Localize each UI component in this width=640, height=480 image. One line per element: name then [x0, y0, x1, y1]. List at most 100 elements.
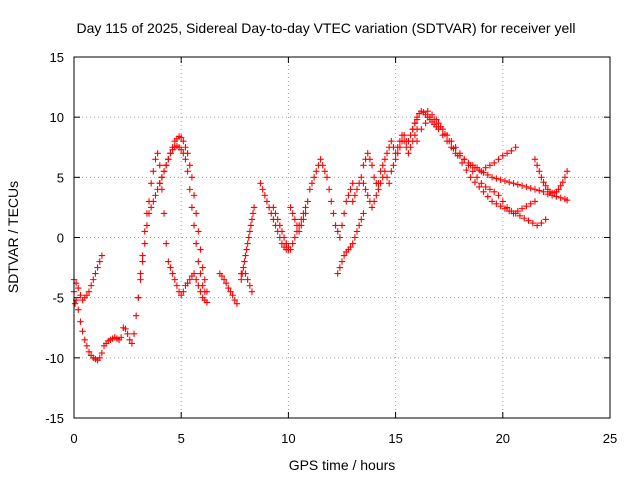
data-point — [304, 198, 311, 205]
data-point — [171, 276, 178, 283]
data-point — [137, 276, 144, 283]
x-tick-label: 0 — [70, 431, 77, 446]
data-point — [289, 240, 296, 247]
data-point — [77, 318, 84, 325]
data-point — [135, 294, 142, 301]
data-point — [488, 174, 496, 181]
data-point — [98, 349, 106, 357]
data-point — [413, 113, 421, 121]
data-point — [263, 198, 271, 205]
data-point — [525, 217, 532, 224]
data-point — [360, 180, 367, 187]
data-point — [531, 186, 539, 193]
data-point — [218, 272, 226, 280]
data-point — [563, 168, 571, 175]
data-point — [377, 180, 384, 187]
data-point — [261, 192, 269, 199]
data-point — [283, 240, 290, 247]
data-point — [147, 180, 155, 187]
data-point — [124, 330, 131, 337]
data-point — [160, 168, 168, 175]
data-point — [248, 288, 256, 295]
data-point — [150, 168, 157, 175]
data-point — [137, 270, 144, 277]
data-point — [141, 240, 148, 247]
data-point — [227, 288, 234, 295]
data-point — [276, 222, 284, 229]
data-point — [471, 178, 479, 186]
data-point — [229, 292, 236, 299]
x-tick-label: 5 — [178, 431, 185, 446]
data-point — [360, 162, 367, 169]
data-point — [510, 210, 517, 217]
data-point — [180, 138, 187, 145]
data-point — [98, 252, 106, 259]
data-point — [482, 183, 489, 191]
data-point — [390, 162, 397, 169]
data-point — [533, 162, 541, 169]
data-point — [190, 192, 198, 199]
data-point — [407, 144, 414, 151]
data-point — [458, 159, 466, 167]
data-point — [351, 192, 359, 199]
data-point — [278, 228, 286, 235]
data-point — [493, 200, 500, 208]
data-point — [287, 204, 294, 211]
data-point — [248, 216, 256, 223]
y-tick-label: 10 — [50, 110, 64, 125]
data-point — [484, 171, 491, 179]
data-point — [518, 205, 526, 212]
data-point — [433, 116, 440, 123]
data-point — [325, 186, 333, 193]
data-point — [199, 264, 206, 271]
data-point — [317, 156, 324, 163]
data-point — [244, 276, 251, 283]
data-point — [83, 342, 91, 349]
data-point — [381, 168, 389, 175]
data-point — [338, 222, 346, 229]
chart-title: Day 115 of 2025, Sidereal Day-to-day VTE… — [76, 20, 575, 36]
data-point — [469, 168, 476, 175]
data-point — [353, 186, 361, 193]
data-point — [71, 300, 79, 307]
data-point — [132, 312, 140, 319]
data-point — [499, 152, 506, 159]
data-point — [239, 270, 246, 277]
data-point — [270, 204, 277, 211]
data-point — [559, 178, 567, 186]
plot-frame — [73, 56, 611, 419]
data-point — [542, 182, 549, 189]
data-point — [242, 252, 249, 259]
y-tick-label: 5 — [57, 170, 64, 185]
y-tick-label: -10 — [45, 351, 64, 366]
data-point — [370, 174, 378, 181]
data-point — [463, 166, 470, 174]
data-point — [141, 228, 148, 235]
data-point — [195, 258, 202, 265]
data-point — [143, 222, 151, 229]
data-point — [538, 219, 545, 227]
data-point — [514, 207, 522, 215]
data-point — [536, 168, 543, 175]
data-point — [480, 169, 487, 176]
data-point — [557, 194, 564, 201]
data-point — [274, 216, 281, 223]
data-point — [291, 234, 299, 241]
data-point — [180, 150, 187, 157]
data-point — [306, 186, 314, 193]
data-point — [467, 162, 474, 169]
data-point — [154, 186, 161, 193]
data-point — [197, 270, 204, 277]
data-point — [190, 222, 198, 229]
data-point — [126, 336, 133, 343]
data-point — [330, 210, 337, 217]
data-point — [180, 288, 187, 295]
data-point — [257, 180, 264, 187]
data-point — [77, 292, 84, 299]
data-point — [375, 186, 382, 193]
data-point — [291, 216, 299, 223]
data-point — [178, 134, 185, 141]
data-point — [87, 282, 95, 289]
data-point — [199, 282, 206, 289]
data-point — [85, 288, 93, 295]
